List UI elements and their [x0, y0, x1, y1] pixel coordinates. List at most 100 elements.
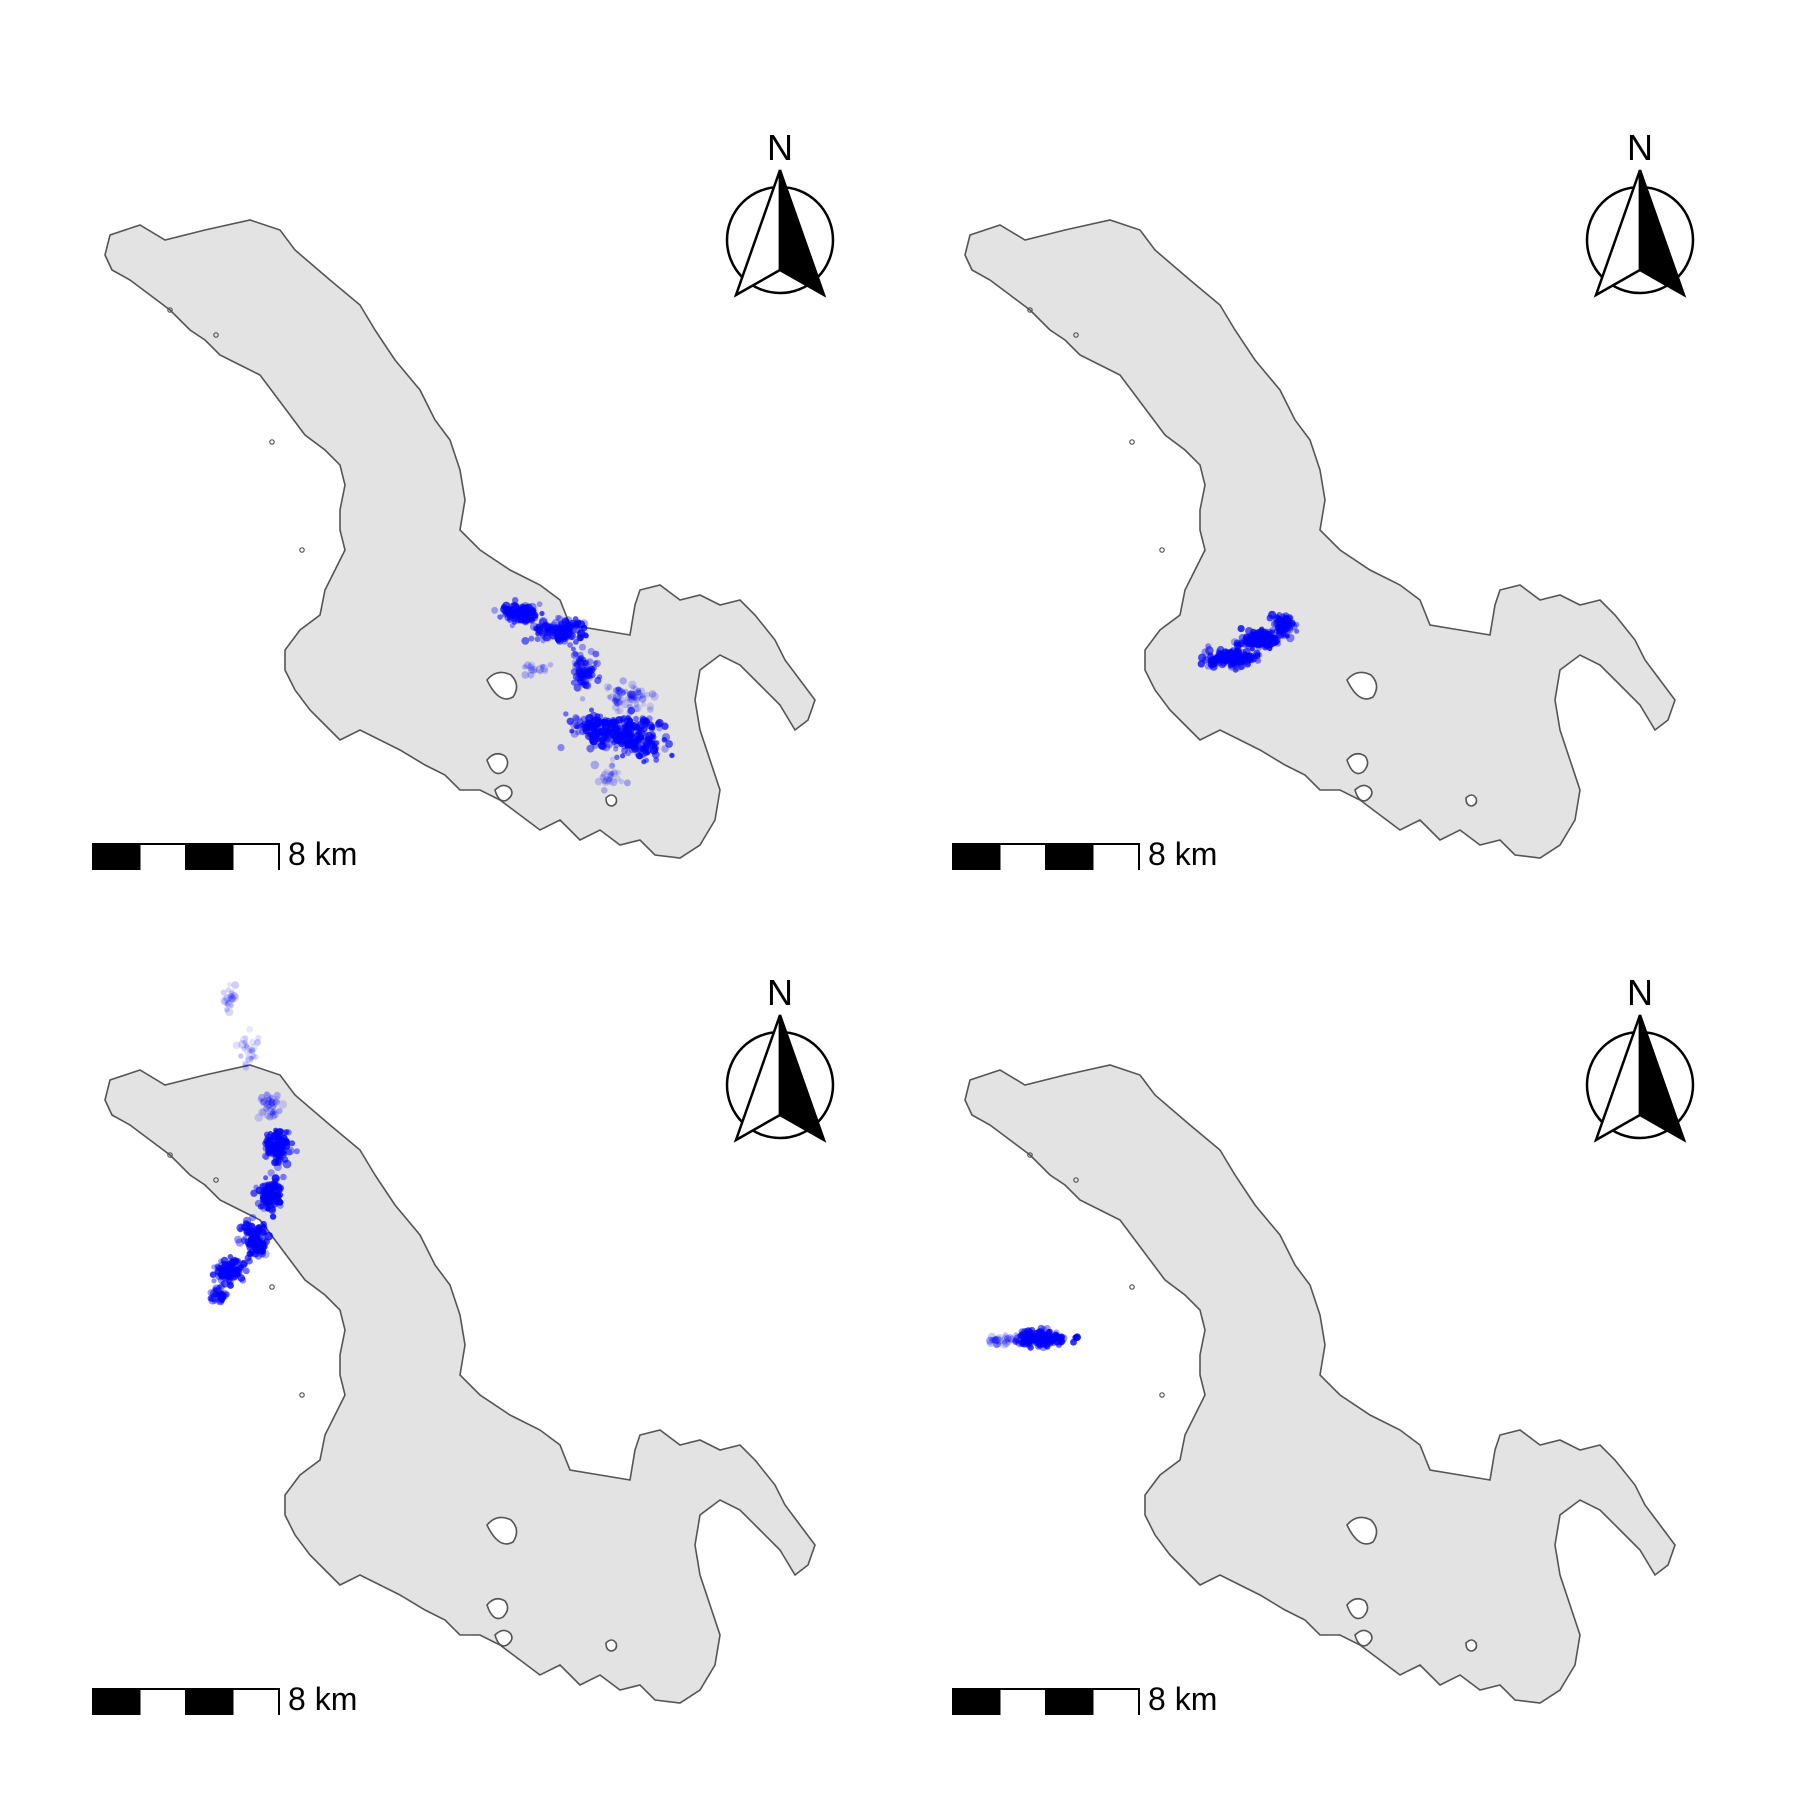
location-point: [610, 770, 618, 778]
location-point: [1230, 659, 1238, 667]
location-point: [620, 699, 629, 709]
scale-label: 8 km: [1148, 1681, 1218, 1717]
location-point: [1025, 1337, 1032, 1345]
location-point: [242, 1267, 250, 1275]
location-point: [603, 776, 612, 785]
location-point: [1012, 1337, 1020, 1346]
location-point: [1029, 1330, 1037, 1337]
location-point: [628, 690, 638, 700]
location-point: [267, 1169, 275, 1177]
location-point: [257, 1203, 264, 1210]
location-point: [647, 706, 654, 713]
location-point: [251, 1249, 260, 1258]
location-point: [669, 752, 675, 759]
location-point: [606, 694, 612, 700]
location-point: [536, 601, 543, 608]
location-point: [526, 663, 535, 672]
location-point: [561, 637, 569, 645]
location-point: [1265, 634, 1273, 642]
location-point: [1289, 622, 1298, 631]
location-point: [540, 663, 546, 670]
island-marker: [213, 1177, 219, 1183]
location-point: [1230, 638, 1239, 646]
island-marker: [1073, 332, 1079, 338]
location-point: [240, 1035, 249, 1044]
location-point: [579, 696, 586, 702]
location-point: [573, 660, 581, 669]
location-point: [245, 1055, 254, 1064]
location-point: [227, 1254, 233, 1260]
location-point: [1002, 1331, 1008, 1338]
location-point: [615, 769, 622, 776]
location-point: [566, 630, 573, 637]
location-point: [617, 724, 623, 730]
location-point: [616, 734, 623, 741]
location-point: [1254, 637, 1261, 644]
lake-polygon: [964, 219, 1676, 859]
location-point: [1204, 663, 1212, 670]
map-canvas: [92, 169, 835, 870]
location-point: [264, 1195, 271, 1202]
location-point: [582, 632, 589, 639]
location-point: [599, 773, 607, 781]
location-point: [268, 1100, 275, 1108]
location-point: [249, 1038, 256, 1046]
location-point: [266, 1103, 272, 1110]
location-point: [578, 672, 585, 678]
location-point: [274, 1149, 281, 1157]
location-point: [532, 668, 538, 674]
location-point: [1205, 643, 1212, 650]
north-arrow-icon: [725, 1014, 835, 1143]
location-point: [1004, 1335, 1012, 1343]
location-point: [258, 1108, 267, 1117]
location-point: [601, 770, 609, 779]
location-point: [515, 616, 522, 624]
location-point: [229, 1003, 234, 1009]
location-point: [590, 725, 598, 733]
location-point: [1049, 1333, 1056, 1340]
location-point: [629, 721, 637, 729]
north-arrow-icon: [1585, 1014, 1695, 1143]
location-point: [993, 1335, 1002, 1344]
location-point: [578, 722, 587, 731]
location-point: [278, 1155, 284, 1161]
location-point: [1284, 633, 1290, 639]
location-point: [577, 651, 584, 659]
location-point: [1002, 1339, 1008, 1345]
location-point: [1294, 628, 1300, 634]
location-point: [569, 619, 577, 628]
location-point: [620, 689, 627, 696]
location-point: [266, 1106, 275, 1116]
location-point: [628, 695, 637, 705]
location-point: [1003, 1337, 1010, 1343]
location-point: [285, 1148, 293, 1156]
scale-bar: [952, 1688, 1140, 1715]
location-point: [626, 703, 633, 710]
location-point: [577, 634, 584, 642]
location-point: [621, 747, 628, 755]
location-point: [1233, 664, 1242, 672]
location-point: [225, 999, 234, 1008]
location-point: [527, 671, 535, 679]
location-point: [620, 753, 626, 759]
location-point: [1002, 1339, 1011, 1348]
location-point: [611, 739, 617, 746]
location-point: [535, 665, 544, 674]
location-point: [642, 749, 648, 755]
location-point: [607, 773, 614, 780]
location-point: [527, 666, 536, 674]
location-point: [596, 722, 602, 728]
location-point: [601, 731, 607, 737]
location-point: [638, 687, 646, 695]
island-marker: [1027, 1152, 1033, 1158]
location-point: [552, 624, 560, 631]
location-point: [265, 1096, 272, 1103]
location-point: [602, 723, 611, 732]
location-point: [627, 690, 635, 698]
location-point: [587, 647, 595, 656]
location-point: [1013, 1332, 1019, 1338]
location-point: [268, 1180, 277, 1189]
location-point: [246, 1257, 253, 1265]
location-point: [221, 997, 229, 1006]
location-point: [1287, 619, 1296, 628]
